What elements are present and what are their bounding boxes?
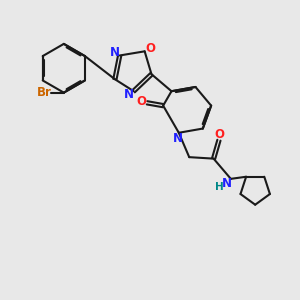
Text: H: H <box>215 182 224 192</box>
Text: O: O <box>214 128 224 141</box>
Text: N: N <box>173 132 183 145</box>
Text: Br: Br <box>37 86 52 99</box>
Text: O: O <box>145 42 155 56</box>
Text: N: N <box>110 46 120 59</box>
Text: N: N <box>222 177 232 190</box>
Text: N: N <box>124 88 134 100</box>
Text: O: O <box>137 95 147 108</box>
